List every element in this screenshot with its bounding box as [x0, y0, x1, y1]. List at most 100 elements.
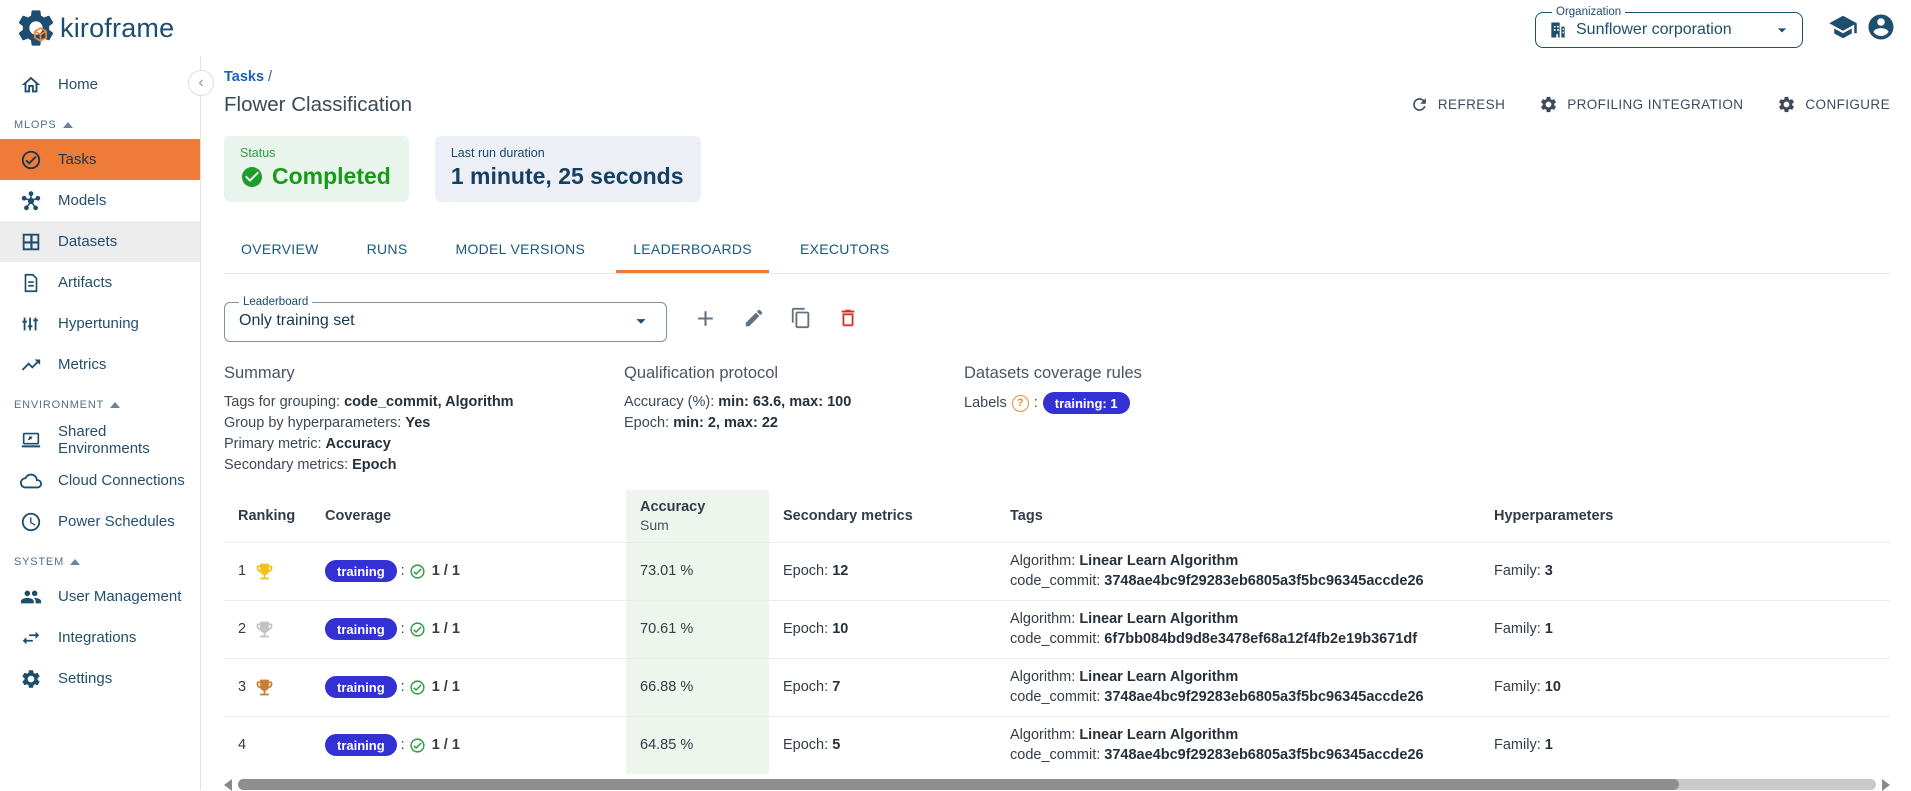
sidebar-item-settings[interactable]: Settings [0, 658, 200, 699]
clone-leaderboard-button[interactable] [790, 307, 812, 329]
chevron-down-icon [630, 310, 652, 332]
sidebar-item-tasks[interactable]: Tasks [0, 139, 200, 180]
edit-leaderboard-button[interactable] [743, 307, 765, 329]
training-label-badge[interactable]: training: 1 [1042, 392, 1130, 414]
duration-value: 1 minute, 25 seconds [450, 163, 684, 189]
check-circle-icon [242, 166, 262, 187]
check-circle-icon [410, 737, 425, 753]
collapse-up-icon [62, 122, 73, 128]
sidebar-item-datasets[interactable]: Datasets [0, 221, 200, 262]
column-header-hyperparameters[interactable]: Hyperparameters [1494, 507, 1614, 524]
add-leaderboard-button[interactable] [693, 306, 718, 331]
sidebar-item-shared-environments[interactable]: Shared Environments [0, 419, 200, 460]
sidebar-item-label: Shared Environments [58, 422, 150, 457]
breadcrumb[interactable]: Tasks [224, 69, 265, 85]
settings-gear-icon [22, 669, 40, 688]
sidebar-item-home[interactable]: Home [0, 64, 200, 105]
sidebar-item-label: Cloud Connections [58, 472, 185, 489]
building-icon [1548, 20, 1568, 40]
sidebar-item-label: Metrics [58, 356, 107, 373]
gear-icon [1779, 96, 1795, 113]
leaderboard-select-label: Leaderboard [243, 296, 309, 308]
organization-value: Sunflower corporation [1576, 20, 1732, 38]
sidebar-item-hypertuning[interactable]: Hypertuning [0, 303, 200, 344]
sidebar-item-integrations[interactable]: Integrations [0, 617, 200, 658]
app-logo[interactable]: kiroframe [14, 6, 174, 50]
organization-select[interactable]: Organization Sunflower corporation [1535, 6, 1803, 48]
sidebar-item-metrics[interactable]: Metrics [0, 344, 200, 385]
sidebar-item-models[interactable]: Models [0, 180, 200, 221]
check-circle-icon [410, 679, 425, 695]
column-header-accuracy[interactable]: Accuracy Sum [626, 490, 769, 542]
table-row[interactable]: 1 training: 1 / 1 73.01 % Epoch: 12 Algo… [224, 542, 1890, 600]
tab-leaderboards[interactable]: LEADERBOARDS [616, 229, 769, 273]
leaderboard-select[interactable]: Leaderboard Only training set [224, 296, 667, 342]
leaderboard-selected-value: Only training set [239, 311, 355, 329]
table-row[interactable]: 2 training: 1 / 1 70.61 % Epoch: 10 Algo… [224, 600, 1890, 658]
copy-icon [791, 307, 810, 329]
scrollbar-thumb[interactable] [238, 779, 1680, 790]
sidebar-item-label: Hypertuning [58, 315, 139, 332]
coverage-badge[interactable]: training [325, 734, 397, 756]
account-icon[interactable] [1866, 12, 1896, 42]
datasets-icon [22, 233, 40, 250]
table-row[interactable]: 3 training: 1 / 1 66.88 % Epoch: 7 Algor… [224, 658, 1890, 716]
tab-runs[interactable]: RUNS [366, 241, 408, 257]
coverage-badge[interactable]: training [325, 618, 397, 640]
accuracy-cell: 66.88 % [626, 658, 769, 716]
collapse-up-icon [70, 559, 81, 565]
sidebar-item-artifacts[interactable]: Artifacts [0, 262, 200, 303]
artifacts-icon [24, 273, 38, 292]
labels-label: Labels [964, 395, 1007, 411]
column-header-ranking[interactable]: Ranking [238, 507, 296, 524]
chevron-down-icon [1772, 20, 1792, 40]
clock-icon [21, 512, 41, 531]
tab-executors[interactable]: EXECUTORS [799, 241, 890, 257]
sidebar-item-label: Power Schedules [58, 513, 175, 530]
gear-logo-icon [14, 6, 58, 50]
summary-section: Summary Tags for grouping: code_commit, … [224, 364, 624, 476]
sidebar-item-cloud-connections[interactable]: Cloud Connections [0, 460, 200, 501]
column-header-secondary-metrics[interactable]: Secondary metrics [783, 507, 913, 524]
summary-heading: Summary [224, 364, 295, 382]
sidebar-item-label: Settings [58, 670, 113, 687]
profiling-integration-button[interactable]: PROFILING INTEGRATION [1539, 95, 1743, 114]
table-row[interactable]: 4 training: 1 / 1 64.85 % Epoch: 5 Algor… [224, 716, 1890, 774]
plus-icon [698, 310, 713, 326]
sidebar-item-label: Home [58, 76, 99, 93]
delete-leaderboard-button[interactable] [837, 307, 859, 329]
scroll-left-arrow[interactable] [224, 778, 232, 791]
refresh-icon [1413, 98, 1426, 111]
sidebar-item-label: User Management [58, 588, 182, 605]
scroll-right-arrow[interactable] [1882, 778, 1890, 791]
users-icon [20, 590, 42, 603]
sidebar-section-mlops[interactable]: MLOPS [0, 105, 200, 139]
accuracy-cell: 70.61 % [626, 600, 769, 658]
tasks-icon [21, 150, 41, 169]
scrollbar-track[interactable] [238, 779, 1876, 790]
help-icon[interactable]: ? [1011, 394, 1029, 412]
coverage-badge[interactable]: training [325, 676, 397, 698]
column-header-coverage[interactable]: Coverage [325, 507, 392, 524]
leaderboard-table: Ranking Coverage Accuracy Sum Secondary … [224, 490, 1890, 774]
sidebar-section-environment[interactable]: ENVIRONMENT [0, 385, 200, 419]
duration-label: Last run duration [450, 146, 545, 160]
qualification-heading: Qualification protocol [624, 364, 779, 382]
sidebar-collapse-button[interactable]: ‹ [188, 70, 214, 96]
configure-button[interactable]: CONFIGURE [1777, 95, 1890, 114]
refresh-button[interactable]: REFRESH [1410, 95, 1505, 114]
sidebar-item-power-schedules[interactable]: Power Schedules [0, 501, 200, 542]
gear-icon [1541, 96, 1557, 113]
bronze-trophy-icon [256, 679, 273, 695]
breadcrumb-separator: / [268, 69, 273, 85]
sidebar-item-user-management[interactable]: User Management [0, 576, 200, 617]
sidebar-item-label: Tasks [58, 151, 97, 168]
coverage-badge[interactable]: training [325, 560, 397, 582]
hypertuning-icon [22, 317, 38, 330]
column-header-tags[interactable]: Tags [1010, 507, 1043, 524]
sidebar-section-system[interactable]: SYSTEM [0, 542, 200, 576]
tab-overview[interactable]: OVERVIEW [241, 241, 319, 257]
education-icon[interactable] [1828, 12, 1858, 42]
tab-model-versions[interactable]: MODEL VERSIONS [455, 241, 586, 257]
coverage-rules-heading: Datasets coverage rules [964, 364, 1142, 382]
